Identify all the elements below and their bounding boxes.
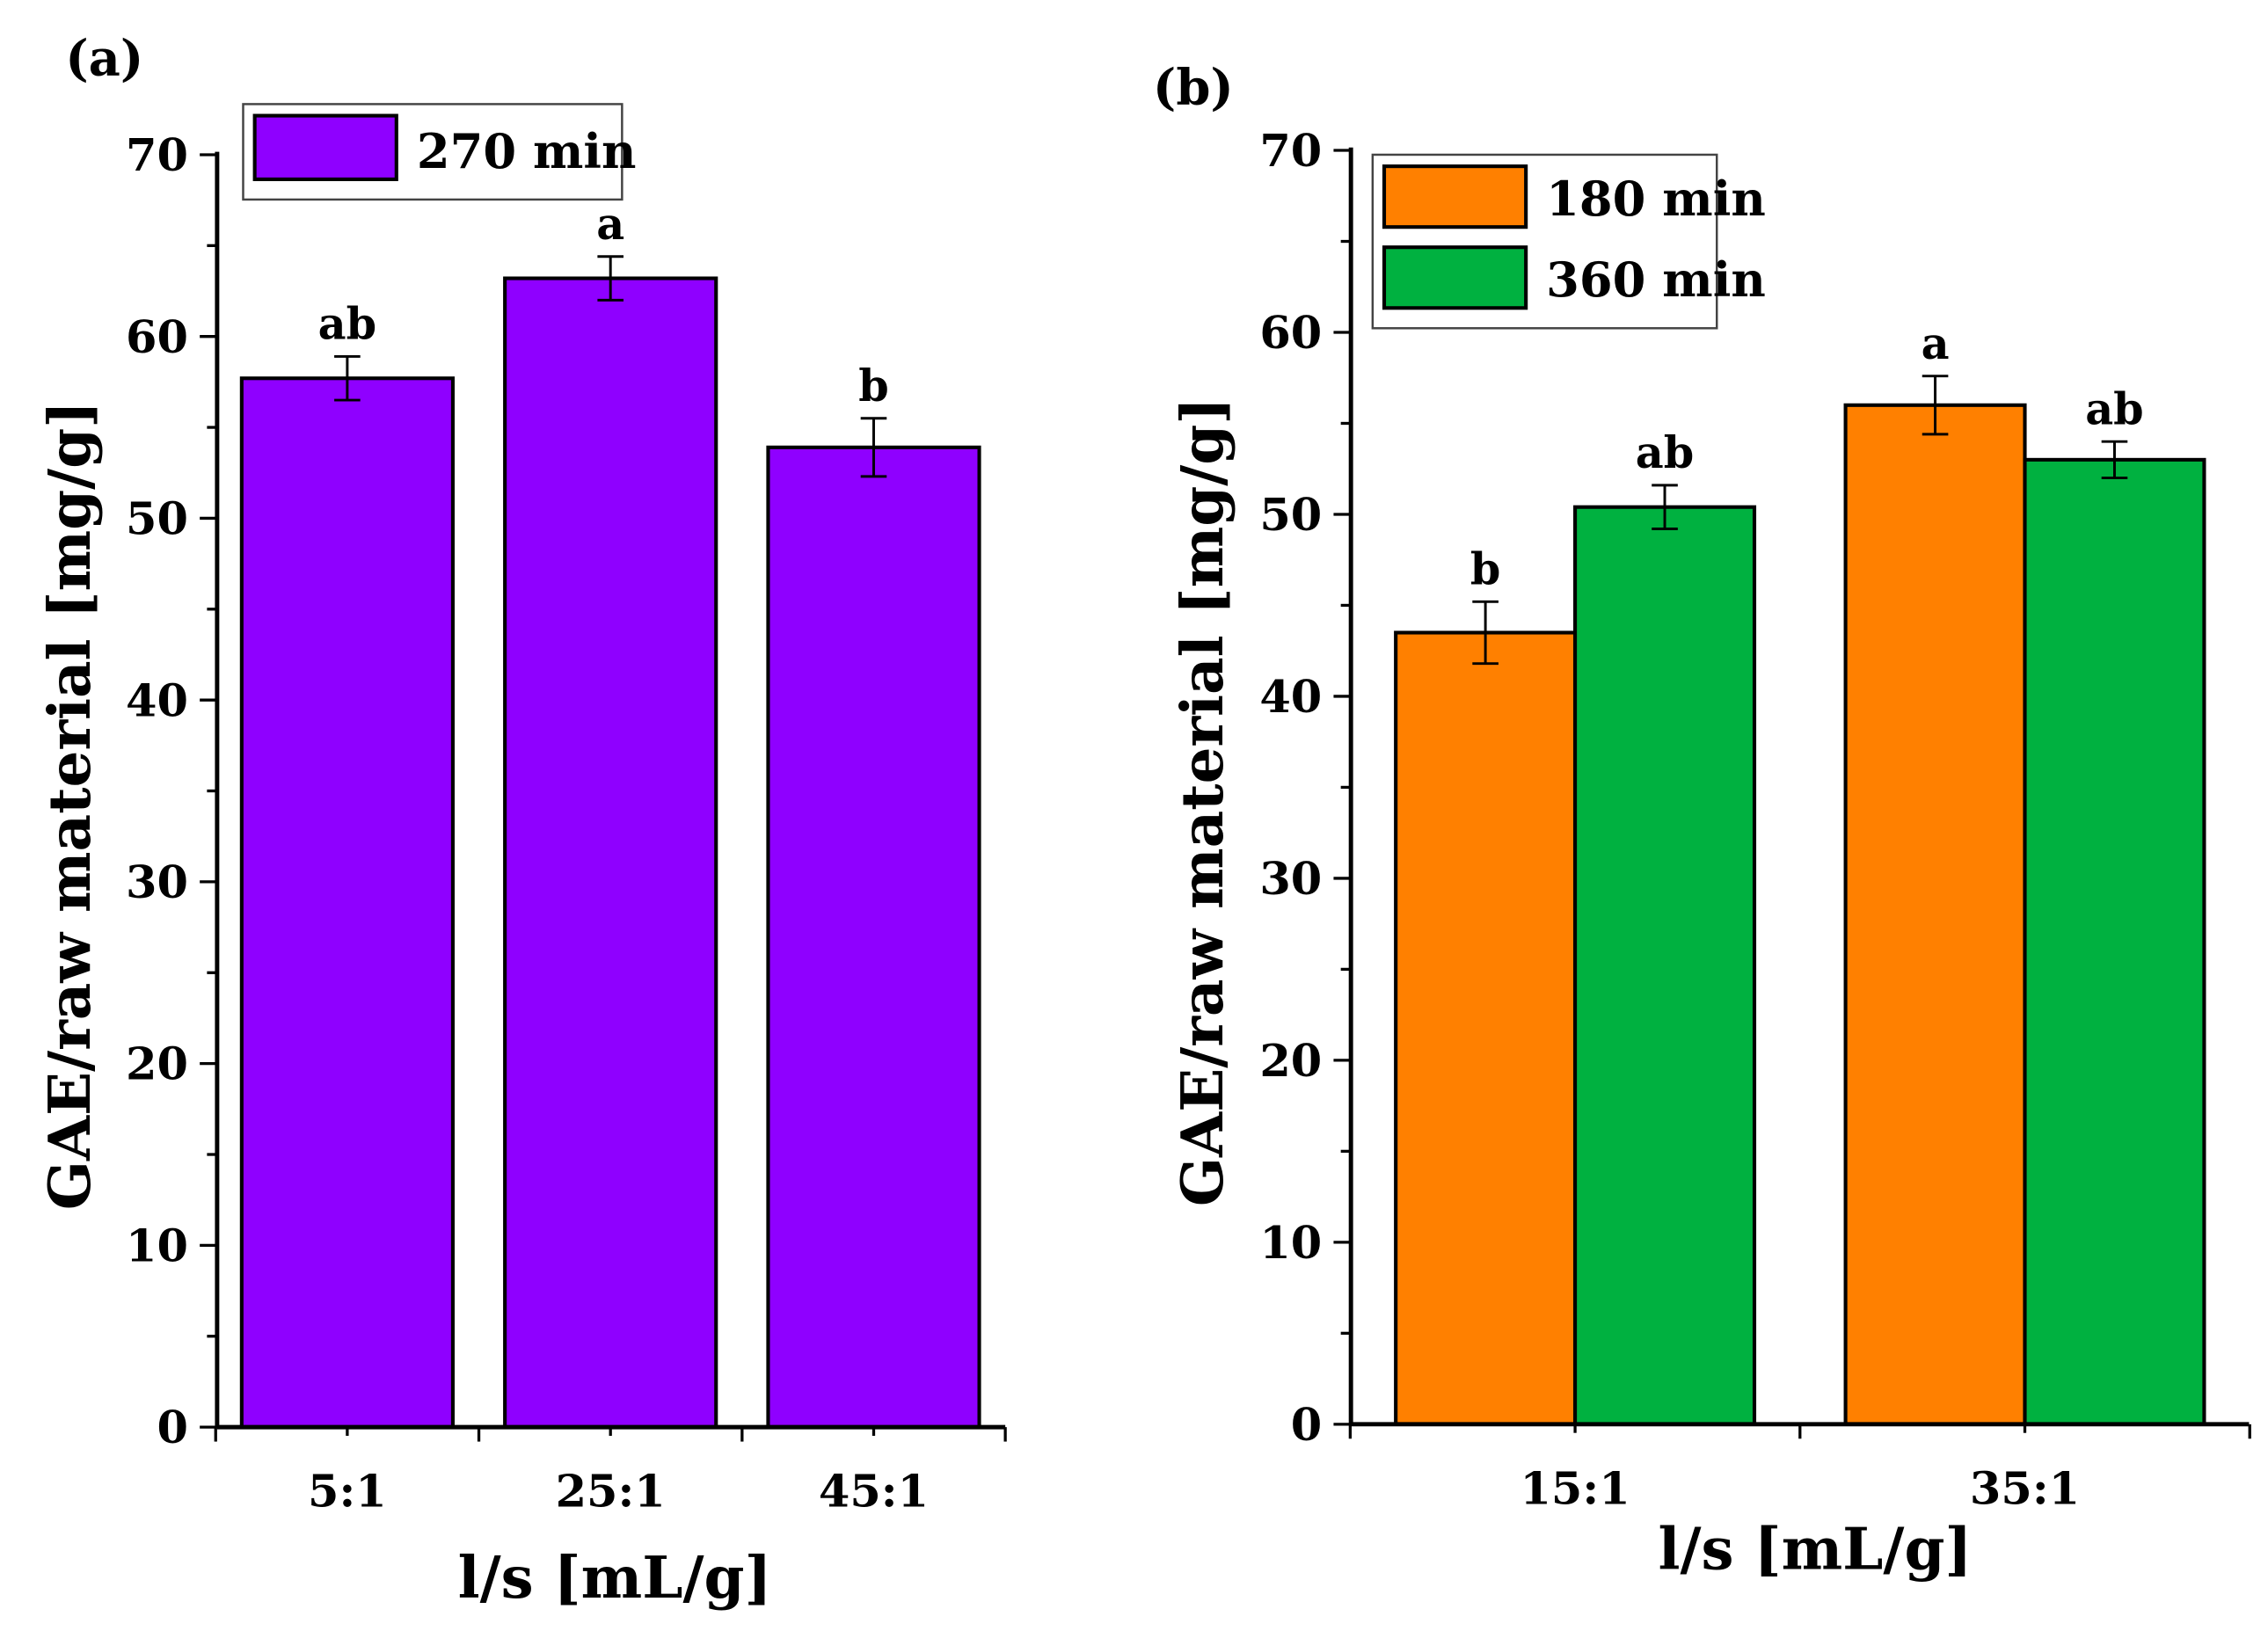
bar	[503, 276, 718, 1430]
bar	[2023, 457, 2206, 1426]
y-tick-label: 10	[126, 1220, 188, 1272]
y-tick-label: 20	[126, 1038, 188, 1091]
y-tick-label: 30	[1259, 853, 1322, 906]
bar	[766, 445, 981, 1430]
legend-swatch	[1382, 245, 1528, 310]
significance-letter: b	[1470, 544, 1501, 595]
y-tick-label: 70	[1259, 125, 1322, 178]
y-tick-label: 60	[1259, 307, 1322, 360]
legend-label: 360 min	[1546, 251, 1766, 308]
legend-swatch	[252, 113, 398, 181]
x-tick-label: 35:1	[1970, 1462, 2080, 1515]
x-tick-label: 15:1	[1520, 1462, 1630, 1515]
y-axis-label: GAE/raw material [mg/g]	[1168, 397, 1236, 1206]
significance-letter: ab	[1636, 427, 1694, 478]
y-axis-label: GAE/raw material [mg/g]	[35, 401, 104, 1210]
y-tick-label: 50	[126, 493, 188, 546]
y-tick-label: 20	[1259, 1035, 1322, 1088]
x-tick-label: 45:1	[819, 1466, 929, 1518]
x-tick-label: 5:1	[308, 1466, 387, 1518]
x-axis-label: l/s [mL/g]	[1659, 1514, 1973, 1583]
bar	[239, 376, 455, 1430]
y-tick-label: 10	[1259, 1217, 1322, 1270]
legend: 180 min 360 min	[1371, 153, 1766, 330]
y-tick-label: 40	[126, 674, 188, 727]
y-tick-label: 40	[1259, 671, 1322, 724]
y-tick-label: 30	[126, 856, 188, 909]
y-tick-label: 70	[126, 129, 188, 182]
x-tick-label: 25:1	[556, 1466, 666, 1518]
significance-letter: a	[596, 199, 624, 250]
panel-label: (b)	[1153, 59, 1234, 116]
significance-letter: ab	[2085, 383, 2143, 434]
legend: 270 min	[242, 103, 637, 201]
legend-label: 270 min	[417, 123, 637, 179]
chart-panel-b: (b) b a ab ab 0 10 20 30 40 50 60 70 15:1 35:1l/s [mL/…	[1153, 59, 2251, 1583]
legend-swatch	[1382, 164, 1528, 229]
legend-label: 180 min	[1546, 171, 1766, 227]
significance-letter: a	[1922, 318, 1950, 369]
y-tick-label: 0	[1291, 1399, 1322, 1452]
bar	[1843, 403, 2027, 1426]
significance-letter: ab	[318, 299, 376, 350]
x-axis-label: l/s [mL/g]	[458, 1543, 772, 1612]
bar	[1573, 505, 1757, 1426]
y-tick-label: 0	[157, 1402, 188, 1454]
y-tick-label: 60	[126, 311, 188, 364]
bar	[1394, 630, 1578, 1426]
y-tick-label: 50	[1259, 489, 1322, 542]
panel-label: (a)	[65, 31, 143, 88]
significance-letter: b	[858, 360, 889, 411]
